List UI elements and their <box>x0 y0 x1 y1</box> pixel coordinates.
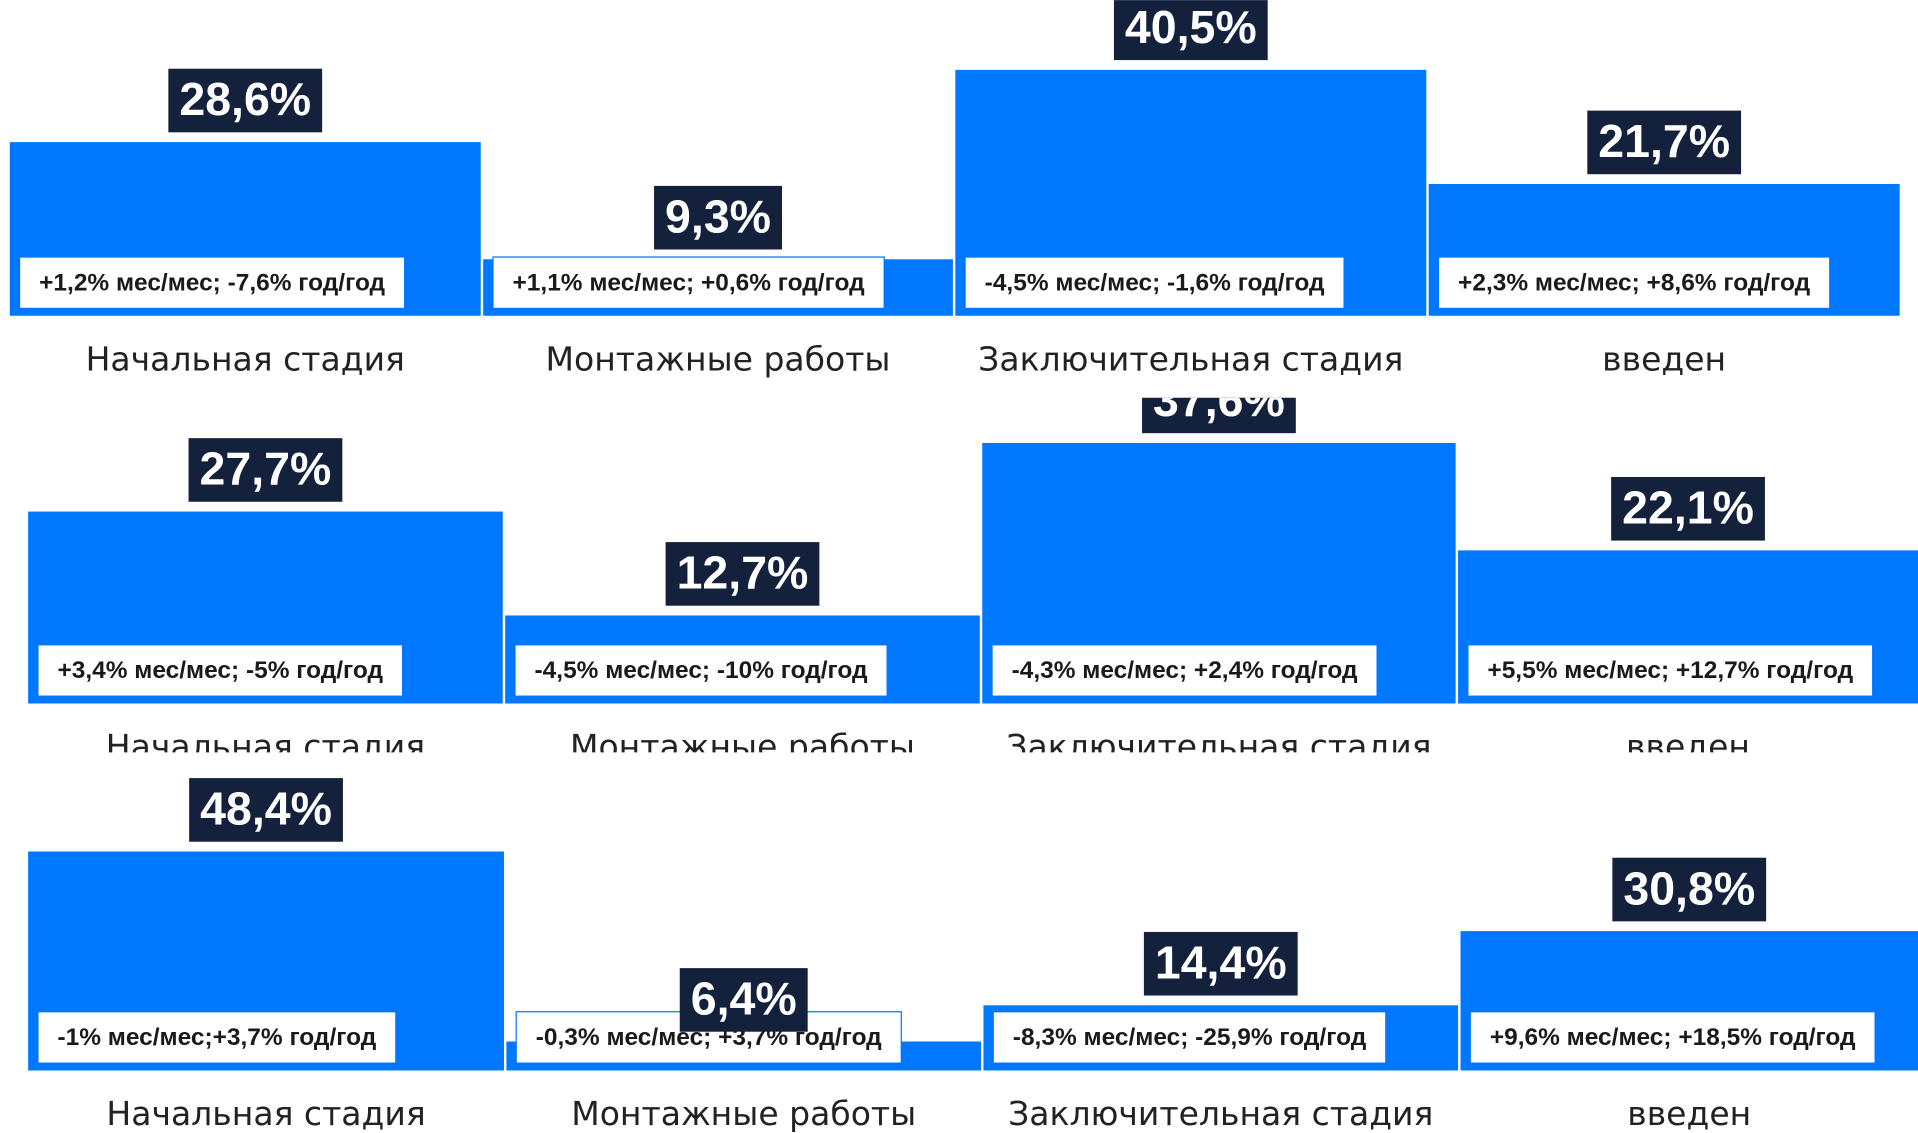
value-label-box <box>665 542 820 606</box>
annotation-box <box>1467 644 1874 697</box>
annotation-box <box>992 1011 1387 1064</box>
category-label: введен <box>1627 1094 1751 1133</box>
value-label: 6,4% <box>691 973 797 1025</box>
category-label: Начальная стадия <box>86 339 405 378</box>
value-label-box <box>1587 110 1742 175</box>
annotation-box <box>37 644 404 697</box>
category-label: Заключительная стадия <box>1006 727 1431 766</box>
annotation: -4,3% мес/мес; +2,4% год/год <box>1012 657 1358 684</box>
annotation: +9,6% мес/мес; +18,5% год/год <box>1490 1024 1856 1051</box>
annotation-box <box>37 1011 397 1064</box>
chart: +3,4% мес/мес; -5% год/год 27,7% Начальная… <box>28 374 1918 766</box>
value-label-box <box>168 68 323 133</box>
category-label: Заключительная стадия <box>978 339 1403 378</box>
chart: -1% мес/мес;+3,7% год/год 48,4% Начальная … <box>28 778 1918 1133</box>
annotation: +5,5% мес/мес; +12,7% год/год <box>1487 657 1853 684</box>
annotation: +1,2% мес/мес; -7,6% год/год <box>39 269 385 296</box>
annotation-box <box>492 256 885 310</box>
value-label-box <box>189 778 343 842</box>
annotation-box <box>18 256 406 310</box>
value-label: 37,6% <box>1153 374 1285 426</box>
annotation-box <box>1469 1011 1876 1064</box>
annotation: -4,5% мес/мес; -10% год/год <box>535 657 868 684</box>
category-label: Начальная стадия <box>106 1094 425 1133</box>
value-label: 27,7% <box>200 443 332 495</box>
value-label-box <box>1143 931 1298 996</box>
annotation: -4,5% мес/мес; -1,6% год/год <box>985 269 1325 296</box>
annotation-box <box>1437 256 1831 310</box>
annotation: +3,4% мес/мес; -5% год/год <box>57 657 383 684</box>
category-label: Начальная стадия <box>106 727 425 766</box>
value-label-box <box>654 185 782 250</box>
value-label-box <box>1113 0 1268 61</box>
value-label: 14,4% <box>1155 936 1287 988</box>
annotation: +2,3% мес/мес; +8,6% год/год <box>1458 269 1811 296</box>
value-label: 30,8% <box>1623 862 1755 914</box>
category-label: Монтажные работы <box>571 1094 916 1133</box>
value-label-box <box>1142 397 1296 434</box>
value-label: 28,6% <box>179 73 311 125</box>
value-label: 21,7% <box>1598 115 1730 167</box>
value-label: 9,3% <box>665 190 771 242</box>
category-label: Монтажные работы <box>546 339 891 378</box>
chart: +1,2% мес/мес; -7,6% год/год 28,6% Начальн… <box>9 0 1900 378</box>
annotation-box <box>514 644 888 697</box>
category-label: введен <box>1602 339 1726 378</box>
value-label-box <box>1611 476 1765 541</box>
annotation: +1,1% мес/мес; +0,6% год/год <box>513 269 866 296</box>
category-label: Монтажные работы <box>570 727 915 766</box>
category-label: Заключительная стадия <box>1008 1094 1433 1133</box>
value-label: 48,4% <box>200 783 332 835</box>
value-label: 12,7% <box>677 547 809 599</box>
value-label-box <box>679 968 808 1032</box>
value-label-box <box>1612 857 1767 922</box>
annotation: -8,3% мес/мес; -25,9% год/год <box>1013 1024 1367 1051</box>
value-label: 40,5% <box>1125 1 1257 53</box>
category-label: введен <box>1626 727 1750 766</box>
value-label-box <box>188 438 343 502</box>
annotation-box <box>964 256 1345 310</box>
value-label: 22,1% <box>1622 481 1754 533</box>
annotation-box <box>991 644 1378 697</box>
annotation: -1% мес/мес;+3,7% год/год <box>57 1024 376 1051</box>
